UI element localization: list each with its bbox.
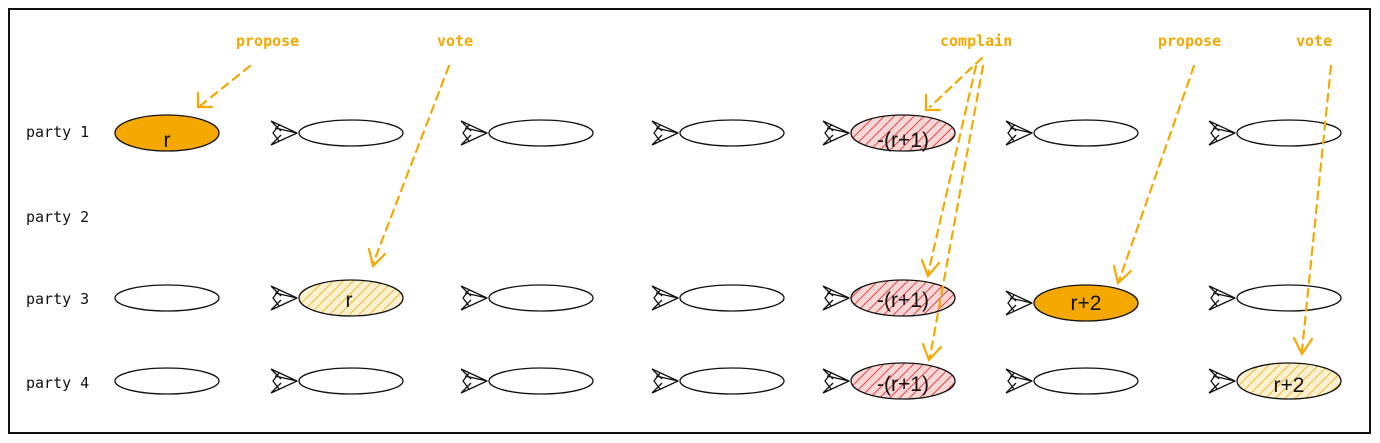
node-party3-col0 [114, 284, 220, 312]
node-party4-col1 [298, 367, 404, 395]
message-arrow-party3-col6 [1208, 285, 1236, 311]
party-label-1: party 1 [26, 123, 89, 141]
propose-arrowhead-2 [1112, 264, 1133, 286]
node-party1-col1 [298, 119, 404, 147]
message-arrow-party1-col5 [1005, 120, 1033, 146]
node-party4-col4-complain [850, 362, 956, 400]
complain-arrow-p1 [928, 56, 984, 109]
vote-label-2: vote [1296, 32, 1332, 50]
message-arrow-party3-col3 [651, 285, 679, 311]
message-arrow-party1-col1 [270, 120, 298, 146]
vote-label-1: vote [437, 32, 473, 50]
message-arrow-party1-col4 [822, 120, 850, 146]
message-arrow-party4-col3 [651, 368, 679, 394]
propose-label-2: propose [1158, 32, 1221, 50]
message-arrow-marks [270, 120, 1236, 394]
complain-label: complain [940, 32, 1012, 50]
node-party3-col2 [488, 284, 594, 312]
complain-arrowhead-p4 [921, 342, 943, 363]
propose-label-1: propose [236, 32, 299, 50]
node-party4-col3 [679, 367, 785, 395]
party-label-4: party 4 [26, 374, 89, 392]
vote-arrow-1 [371, 64, 451, 266]
node-party4-col5 [1033, 367, 1139, 395]
message-arrow-party1-col6 [1208, 120, 1236, 146]
message-arrow-party3-col2 [460, 285, 488, 311]
vote-arrow-2 [1300, 64, 1333, 353]
complain-arrow-p3 [926, 64, 978, 276]
node-party1-col6 [1236, 119, 1342, 147]
complain-arrowhead-p1 [924, 93, 942, 112]
node-party1-col5 [1033, 119, 1139, 147]
node-party4-col2 [488, 367, 594, 395]
party-label-2: party 2 [26, 208, 89, 226]
node-party1-col3 [679, 119, 785, 147]
message-arrow-party4-col2 [460, 368, 488, 394]
message-arrow-party1-col3 [651, 120, 679, 146]
propose-arrow-2 [1117, 64, 1196, 283]
node-label-p4-complaint: -(r+1) [877, 373, 929, 396]
complain-arrowhead-p3 [920, 258, 941, 279]
vote-arrowhead-1 [367, 247, 387, 269]
annotation-labels: propose vote complain propose vote [236, 32, 1332, 50]
node-party3-col6 [1236, 284, 1342, 312]
diagram-frame [8, 8, 1371, 434]
round-nodes [114, 114, 1342, 400]
node-label-p3-complaint: -(r+1) [877, 289, 929, 312]
node-party3-col1-vote [298, 279, 404, 317]
propose-arrowhead-1 [196, 91, 214, 109]
party-labels: party 1 party 2 party 3 party 4 [26, 123, 89, 392]
message-arrow-party1-col2 [460, 120, 488, 146]
message-arrow-party3-col4 [822, 285, 850, 311]
propose-arrow-1 [198, 64, 252, 108]
message-arrow-party4-col4 [822, 368, 850, 394]
annotation-arrows [196, 56, 1333, 363]
node-label-p1-complaint: -(r+1) [877, 129, 929, 152]
node-party4-col6-vote [1236, 362, 1342, 400]
node-party3-col4-complain [850, 279, 956, 317]
node-label-p1-r: r [164, 129, 171, 152]
message-arrow-party4-col1 [270, 368, 298, 394]
node-party1-col2 [488, 119, 594, 147]
message-arrow-party3-col5 [1005, 290, 1033, 316]
node-party3-col5-proposal [1033, 284, 1139, 322]
message-arrow-party4-col6 [1208, 368, 1236, 394]
node-party1-col0-proposal [114, 114, 220, 152]
party-label-3: party 3 [26, 290, 89, 308]
node-label-p3-vote-r: r [346, 289, 353, 312]
vote-arrowhead-2 [1292, 336, 1314, 357]
complain-arrow-p4 [928, 64, 985, 359]
node-party3-col3 [679, 284, 785, 312]
message-arrow-party3-col1 [270, 285, 298, 311]
node-label-p3-proposal-r2: r+2 [1071, 292, 1102, 315]
node-labels: r r -(r+1) -(r+1) -(r+1) r+2 r+2 [164, 129, 1305, 397]
node-party4-col0 [114, 367, 220, 395]
node-label-p4-vote-r2: r+2 [1274, 374, 1305, 397]
message-arrow-party4-col5 [1005, 368, 1033, 394]
node-party1-col4-complain [850, 114, 956, 152]
